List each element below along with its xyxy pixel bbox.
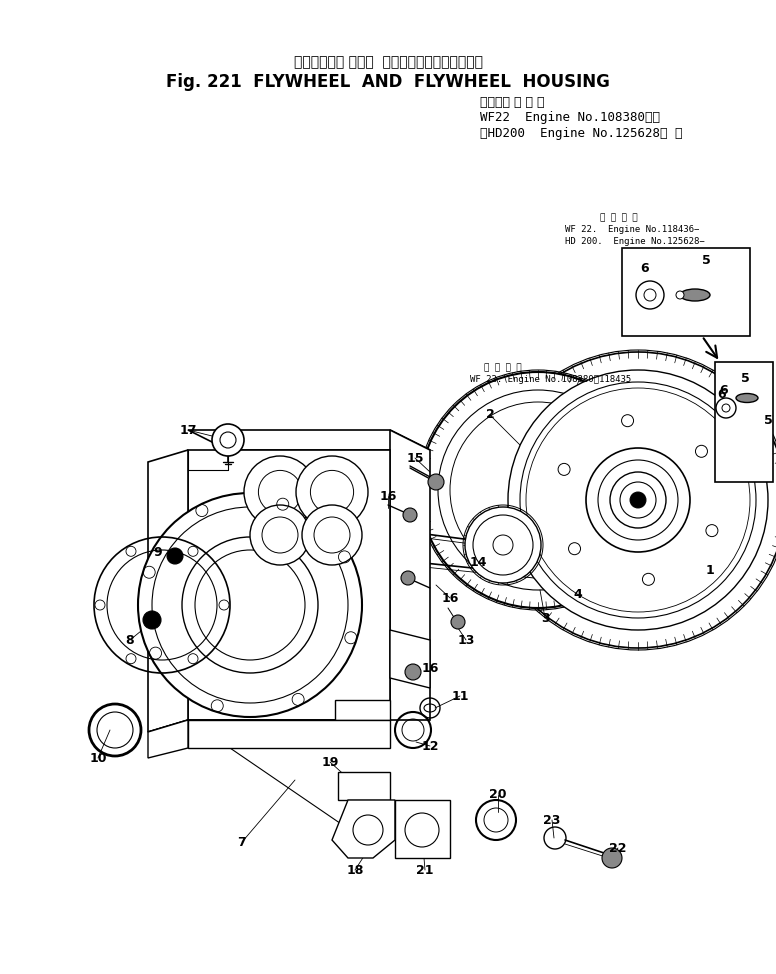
Text: WF 22.  Engine No.118436−: WF 22. Engine No.118436− [565,226,699,235]
Polygon shape [148,720,390,732]
Text: 7: 7 [237,836,246,848]
Text: Fig. 221  FLYWHEEL  AND  FLYWHEEL  HOUSING: Fig. 221 FLYWHEEL AND FLYWHEEL HOUSING [166,73,610,91]
Circle shape [630,492,646,508]
Text: 6: 6 [718,389,726,401]
Circle shape [143,611,161,629]
Text: 10: 10 [89,752,107,765]
Text: 5: 5 [740,371,750,385]
Text: 15: 15 [407,452,424,465]
Text: 適 用 号 機: 適 用 号 機 [484,363,521,372]
Text: 2: 2 [486,408,494,422]
Circle shape [138,493,362,717]
Text: 13: 13 [457,633,475,647]
Text: 22: 22 [609,842,627,854]
Ellipse shape [680,289,710,301]
Text: 20: 20 [489,789,507,802]
Circle shape [508,370,768,630]
Text: 1: 1 [705,564,715,577]
Circle shape [401,571,415,585]
Circle shape [636,281,664,309]
Polygon shape [188,430,430,450]
Circle shape [465,507,541,583]
Text: 16: 16 [442,591,459,605]
Circle shape [722,404,730,412]
Circle shape [586,448,690,552]
Polygon shape [338,772,390,800]
Text: 16: 16 [421,661,438,675]
Polygon shape [395,800,450,858]
Circle shape [428,474,444,490]
Text: 19: 19 [321,756,338,768]
Circle shape [405,664,421,680]
Text: 23: 23 [543,813,561,827]
Text: 16: 16 [379,490,397,503]
Text: 11: 11 [452,690,469,702]
Polygon shape [390,630,430,688]
Circle shape [167,548,183,564]
Circle shape [244,456,316,528]
Circle shape [296,456,368,528]
Circle shape [602,848,622,868]
Text: 適 用 号 機: 適 用 号 機 [600,213,638,222]
Circle shape [212,424,244,456]
Circle shape [716,398,736,418]
Circle shape [403,508,417,522]
Text: 6: 6 [641,261,650,275]
Polygon shape [188,450,390,720]
Text: 12: 12 [421,739,438,753]
Polygon shape [148,450,188,732]
Text: WF 22. Engine No.108380～118435: WF 22. Engine No.108380～118435 [470,376,631,385]
Text: フライホール および  フライホイールハウジング: フライホール および フライホイールハウジング [293,55,483,69]
Text: 17: 17 [179,424,197,436]
Polygon shape [188,720,390,748]
Circle shape [490,352,776,648]
Circle shape [451,615,465,629]
Text: 18: 18 [346,864,364,877]
Text: 14: 14 [469,555,487,569]
Polygon shape [148,720,188,758]
Text: 21: 21 [416,864,434,877]
Text: 5: 5 [764,414,772,427]
Circle shape [610,472,666,528]
Text: 6: 6 [719,384,729,396]
Text: （HD200  Engine No.125628～ ）: （HD200 Engine No.125628～ ） [480,127,683,139]
Ellipse shape [736,393,758,402]
Polygon shape [622,248,750,336]
Text: 8: 8 [126,633,134,647]
Polygon shape [335,700,390,720]
Circle shape [302,505,362,565]
Circle shape [644,289,656,301]
Text: 3: 3 [541,612,549,624]
Polygon shape [332,800,395,858]
Polygon shape [390,430,430,720]
Text: 9: 9 [154,545,162,558]
Text: HD 200.  Engine No.125628−: HD 200. Engine No.125628− [565,237,705,245]
Text: （　　適 用 号 機: （ 適 用 号 機 [480,96,545,109]
Text: WF22  Engine No.108380～）: WF22 Engine No.108380～） [480,111,660,125]
Circle shape [438,390,638,590]
Circle shape [420,372,656,608]
Ellipse shape [676,291,684,299]
Polygon shape [715,362,773,482]
Text: 4: 4 [573,588,582,602]
Circle shape [250,505,310,565]
Text: 5: 5 [702,253,710,267]
